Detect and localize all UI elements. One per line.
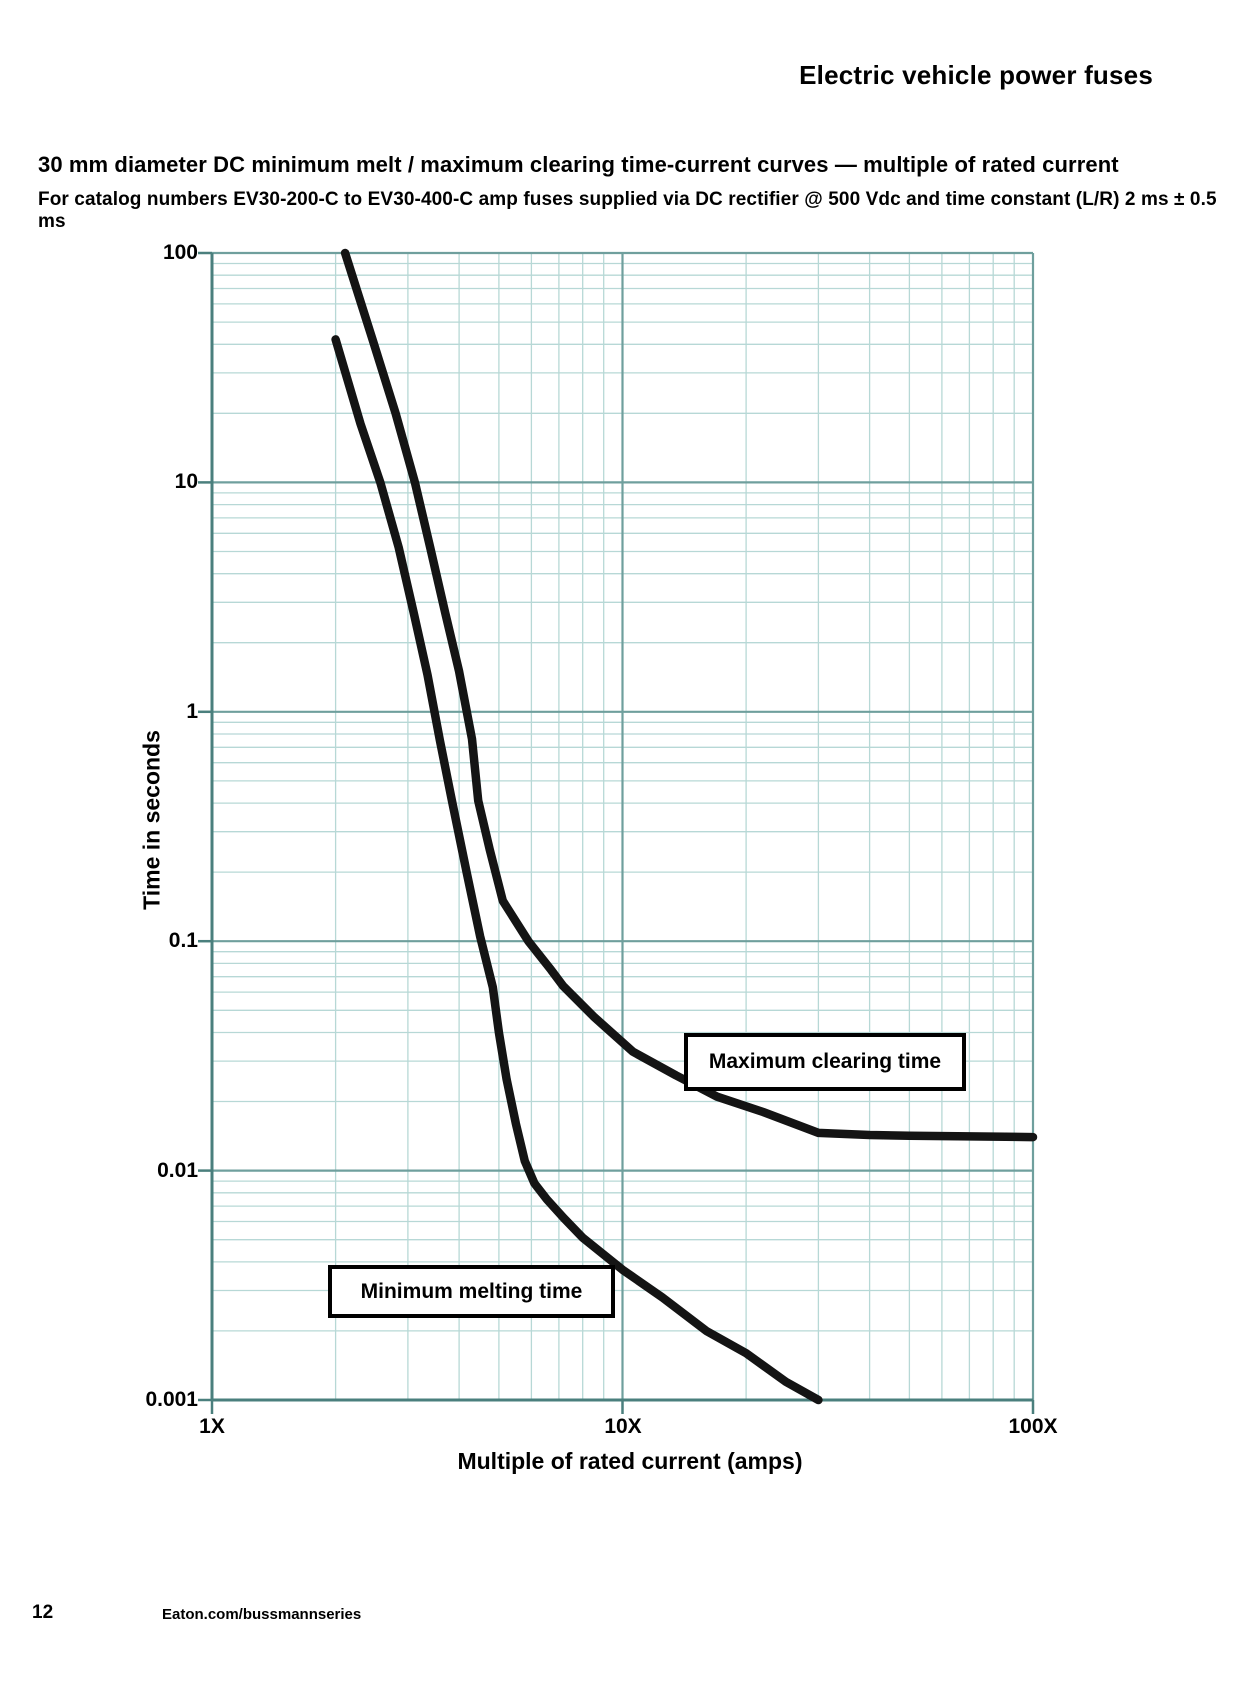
min-melting-time-label-box: Minimum melting time [328,1265,615,1318]
footer-website: Eaton.com/bussmannseries [162,1606,362,1623]
max-clearing-time-label: Maximum clearing time [708,1050,942,1073]
y-tick-label-0.1: 0.1 [168,929,198,952]
min-melting-time-label: Minimum melting time [360,1279,583,1303]
x-axis-title: Multiple of rated current (amps) [457,1448,803,1474]
page-number: 12 [32,1602,54,1623]
y-tick-label-0.01: 0.01 [157,1159,198,1182]
curve-minimum-melting-time [331,335,823,1405]
page-header: Electric vehicle power fuses [799,60,1153,90]
axis-ticks [198,251,1035,1414]
y-axis-title: Time in seconds [138,730,165,910]
x-tick-label-1x: 1X [199,1415,225,1438]
x-tick-label-10x: 10X [604,1415,642,1438]
max-clearing-time-label-box: Maximum clearing time [684,1033,966,1091]
chart-title: 30 mm diameter DC minimum melt / maximum… [38,152,1119,177]
y-tick-label-0.001: 0.001 [145,1388,198,1411]
y-tick-label-10: 10 [174,470,198,493]
curve-maximum-clearing-time [340,248,1038,1142]
y-tick-label-1: 1 [186,700,198,723]
x-tick-label-100x: 100X [1008,1415,1058,1438]
chart-subtitle: For catalog numbers EV30-200-C to EV30-4… [38,189,1217,232]
y-tick-label-100: 100 [162,241,198,264]
